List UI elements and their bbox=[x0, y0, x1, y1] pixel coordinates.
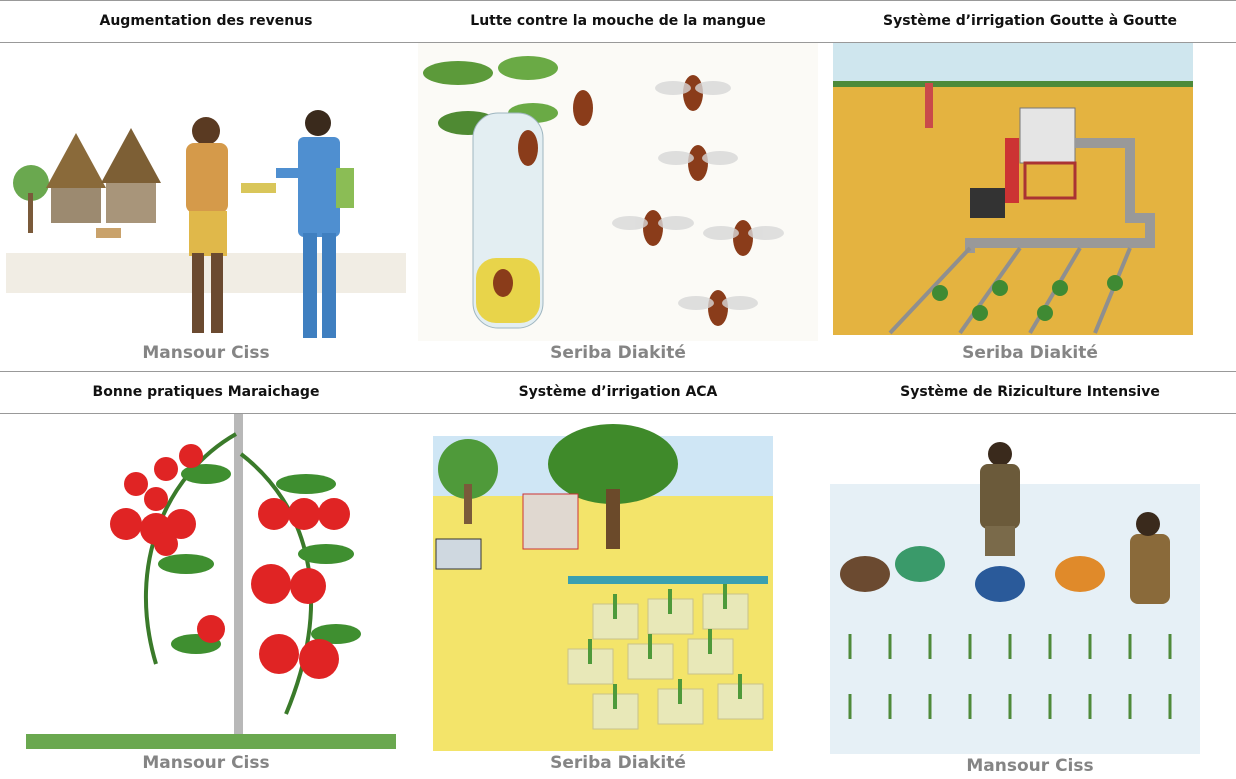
cell: Seriba Diakité bbox=[824, 43, 1236, 371]
cell-credit: Seriba Diakité bbox=[962, 343, 1098, 363]
cell-credit: Mansour Ciss bbox=[142, 343, 270, 363]
illustration bbox=[830, 442, 1200, 754]
cell-title: Système d’irrigation Goutte à Goutte bbox=[824, 0, 1236, 43]
cell-credit: Seriba Diakité bbox=[550, 343, 686, 363]
illustration bbox=[26, 414, 396, 749]
cell-credit: Seriba Diakité bbox=[550, 753, 686, 773]
cell: Mansour Ciss bbox=[0, 43, 412, 371]
cell-title: Système d’irrigation ACA bbox=[412, 371, 824, 414]
illustration bbox=[833, 43, 1193, 335]
cell: Seriba Diakité bbox=[412, 414, 824, 779]
cell: Mansour Ciss bbox=[0, 414, 412, 779]
cell: Seriba Diakité bbox=[412, 43, 824, 371]
cell-title: Système de Riziculture Intensive bbox=[824, 371, 1236, 414]
cell-credit: Mansour Ciss bbox=[966, 756, 1094, 776]
illustration bbox=[418, 43, 818, 341]
cell: Mansour Ciss bbox=[824, 414, 1236, 779]
cell-credit: Mansour Ciss bbox=[142, 753, 270, 773]
cell-title: Lutte contre la mouche de la mangue bbox=[412, 0, 824, 43]
cell-title: Bonne pratiques Maraichage bbox=[0, 371, 412, 414]
illustration bbox=[433, 424, 773, 751]
illustration bbox=[6, 110, 406, 338]
cell-title: Augmentation des revenus bbox=[0, 0, 412, 43]
